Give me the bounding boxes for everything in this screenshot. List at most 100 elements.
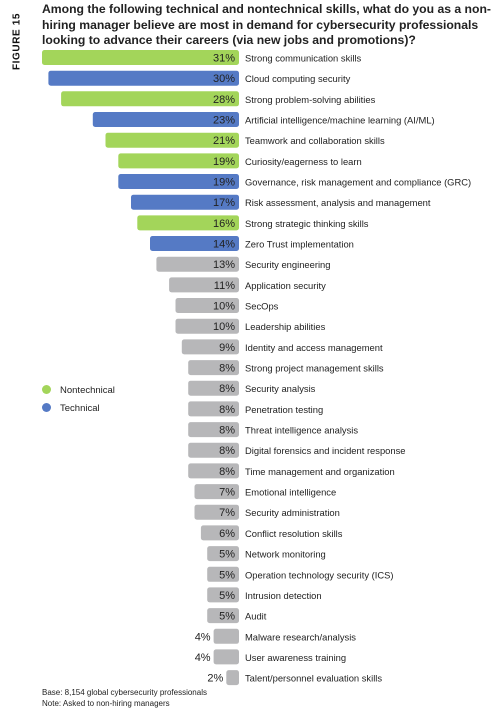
value-label-operation-technology-security-ics: 5% (219, 569, 235, 581)
bar-strong-communication-skills (42, 50, 239, 65)
bar-artificial-intelligence-machine-learning-ai-ml (92, 112, 239, 127)
category-label-operation-technology-security-ics: Operation technology security (ICS) (245, 569, 394, 580)
category-label-user-awareness-training: User awareness training (245, 652, 346, 663)
value-label-security-engineering: 13% (213, 259, 235, 271)
category-label-security-engineering: Security engineering (245, 259, 330, 270)
bar-leadership-abilities (175, 318, 239, 334)
value-label-time-management-and-organization: 8% (219, 466, 235, 478)
category-label-threat-intelligence-analysis: Threat intelligence analysis (245, 425, 358, 436)
category-label-teamwork-and-collaboration-skills: Teamwork and collaboration skills (245, 135, 385, 146)
bar-strong-project-management-skills (188, 360, 239, 376)
category-label-talent-personnel-evaluation-skills: Talent/personnel evaluation skills (245, 673, 382, 684)
value-label-strong-strategic-thinking-skills: 16% (213, 218, 235, 230)
category-label-security-administration: Security administration (245, 507, 340, 518)
category-label-leadership-abilities: Leadership abilities (245, 321, 326, 332)
value-label-zero-trust-implementation: 14% (213, 239, 235, 251)
value-label-curiosity-eagerness-to-learn: 19% (213, 156, 235, 168)
bar-curiosity-eagerness-to-learn (118, 153, 239, 169)
category-label-application-security: Application security (245, 280, 326, 291)
category-label-penetration-testing: Penetration testing (245, 404, 323, 415)
category-label-cloud-computing-security: Cloud computing security (245, 73, 351, 84)
legend-swatch-nontechnical (42, 385, 51, 394)
value-label-intrusion-detection: 5% (219, 590, 235, 602)
legend-swatch-technical (42, 403, 51, 412)
category-label-security-analysis: Security analysis (245, 383, 316, 394)
bar-security-administration (194, 504, 239, 520)
legend-label-nontechnical: Nontechnical (60, 385, 115, 396)
category-label-malware-research-analysis: Malware research/analysis (245, 631, 356, 642)
value-label-penetration-testing: 8% (219, 404, 235, 416)
bar-digital-forensics-and-incident-response (188, 442, 239, 458)
bar-secops (175, 298, 239, 313)
value-label-conflict-resolution-skills: 6% (219, 528, 235, 540)
category-label-risk-assessment-analysis-and-management: Risk assessment, analysis and management (245, 197, 431, 208)
bar-talent-personnel-evaluation-skills (226, 670, 239, 686)
bar-emotional-intelligence (194, 484, 239, 500)
value-label-cloud-computing-security: 30% (213, 73, 235, 85)
bar-audit (207, 608, 239, 624)
bar-governance-risk-management-and-compliance-grc (118, 174, 239, 189)
category-label-strong-problem-solving-abilities: Strong problem-solving abilities (245, 94, 376, 105)
bar-user-awareness-training (213, 649, 239, 665)
category-label-artificial-intelligence-machine-learning-ai-ml: Artificial intelligence/machine learning… (245, 115, 435, 126)
footnote-base: Base: 8,154 global cybersecurity profess… (42, 688, 207, 697)
value-label-talent-personnel-evaluation-skills: 2% (207, 673, 223, 685)
legend-item-technical: Technical (42, 403, 100, 414)
bar-teamwork-and-collaboration-skills (105, 132, 239, 148)
value-label-threat-intelligence-analysis: 8% (219, 425, 235, 437)
category-label-governance-risk-management-and-compliance-grc: Governance, risk management and complian… (245, 177, 471, 188)
bar-operation-technology-security-ics (207, 566, 239, 582)
legend-label-technical: Technical (60, 403, 100, 414)
value-label-malware-research-analysis: 4% (195, 631, 211, 643)
value-label-network-monitoring: 5% (219, 549, 235, 561)
category-label-audit: Audit (245, 611, 267, 622)
bar-security-analysis (188, 380, 239, 396)
value-label-leadership-abilities: 10% (213, 321, 235, 333)
footnote: Base: 8,154 global cybersecurity profess… (42, 688, 207, 709)
bar-time-management-and-organization (188, 463, 239, 479)
bar-network-monitoring (207, 546, 239, 562)
category-label-secops: SecOps (245, 301, 279, 312)
value-label-identity-and-access-management: 9% (219, 342, 235, 354)
category-label-network-monitoring: Network monitoring (245, 549, 326, 560)
bar-identity-and-access-management (181, 339, 239, 355)
footnote-note: Note: Asked to non-hiring managers (42, 698, 170, 708)
bar-malware-research-analysis (213, 628, 239, 644)
bar-application-security (169, 277, 239, 293)
bar-risk-assessment-analysis-and-management (131, 194, 239, 210)
chart-title: Among the following technical and nontec… (42, 2, 491, 48)
bar-strong-strategic-thinking-skills (137, 215, 239, 231)
value-label-governance-risk-management-and-compliance-grc: 19% (213, 177, 235, 189)
category-label-strong-strategic-thinking-skills: Strong strategic thinking skills (245, 218, 369, 229)
bar-zero-trust-implementation (150, 236, 239, 251)
value-label-secops: 10% (213, 301, 235, 313)
value-label-audit: 5% (219, 611, 235, 623)
bar-cloud-computing-security (48, 70, 240, 86)
value-label-emotional-intelligence: 7% (219, 487, 235, 499)
value-label-artificial-intelligence-machine-learning-ai-ml: 23% (213, 115, 235, 127)
value-label-strong-problem-solving-abilities: 28% (213, 94, 235, 106)
bar-conflict-resolution-skills (200, 525, 239, 541)
value-label-security-analysis: 8% (219, 383, 235, 395)
category-label-identity-and-access-management: Identity and access management (245, 342, 383, 353)
value-label-risk-assessment-analysis-and-management: 17% (213, 197, 235, 209)
category-label-time-management-and-organization: Time management and organization (245, 466, 395, 477)
bar-threat-intelligence-analysis (188, 422, 239, 438)
value-label-application-security: 11% (214, 280, 235, 292)
category-label-strong-communication-skills: Strong communication skills (245, 53, 362, 64)
bar-intrusion-detection (207, 587, 239, 603)
value-label-strong-project-management-skills: 8% (219, 363, 235, 375)
value-label-strong-communication-skills: 31% (213, 53, 235, 65)
legend-item-nontechnical: Nontechnical (42, 385, 115, 396)
bar-penetration-testing (188, 401, 239, 417)
value-label-teamwork-and-collaboration-skills: 21% (213, 135, 235, 147)
category-label-conflict-resolution-skills: Conflict resolution skills (245, 528, 343, 539)
category-label-curiosity-eagerness-to-learn: Curiosity/eagerness to learn (245, 156, 362, 167)
value-label-digital-forensics-and-incident-response: 8% (219, 445, 235, 457)
bar-security-engineering (156, 256, 239, 272)
category-label-emotional-intelligence: Emotional intelligence (245, 487, 336, 498)
category-label-digital-forensics-and-incident-response: Digital forensics and incident response (245, 445, 406, 456)
bar-strong-problem-solving-abilities (61, 91, 239, 107)
value-label-user-awareness-training: 4% (195, 652, 211, 664)
